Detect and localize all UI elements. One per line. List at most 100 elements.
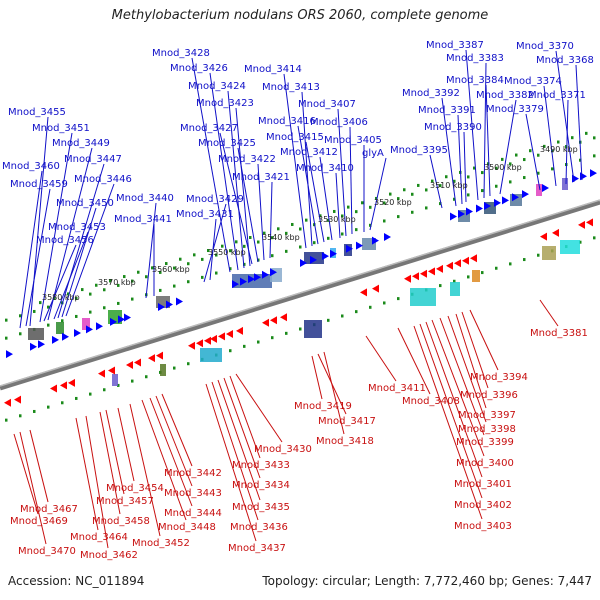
- tick-dot: [257, 240, 260, 244]
- tick-dot: [523, 258, 526, 262]
- bottom-gene-label: Mnod_3417: [318, 416, 376, 427]
- bottom-leader-line: [311, 355, 323, 400]
- top-gene-label: Mnod_3453: [48, 222, 106, 233]
- tick-dot: [19, 314, 22, 318]
- top-leader-lines: [19, 49, 583, 329]
- reverse-gene-arrow: [412, 272, 419, 281]
- accession-text: Accession: NC_011894: [8, 574, 145, 588]
- top-leader-line: [269, 181, 273, 259]
- forward-gene-arrow: [466, 207, 473, 216]
- tick-dot: [187, 362, 190, 366]
- top-leader-line: [145, 202, 157, 299]
- tick-dot: [201, 275, 204, 279]
- top-gene-label: Mnod_3384: [446, 75, 504, 86]
- top-gene-label: Mnod_3383: [446, 53, 504, 64]
- tick-dot: [383, 219, 386, 223]
- feature-block: [304, 252, 324, 264]
- top-gene-label: glyA: [362, 148, 384, 159]
- genome-title: Methylobacterium nodulans ORS 2060, comp…: [111, 8, 489, 23]
- tick-dot: [5, 318, 8, 322]
- forward-gene-arrow: [254, 273, 261, 282]
- reverse-gene-arrow: [446, 261, 453, 270]
- top-leader-line: [25, 188, 51, 327]
- reverse-gene-arrow: [420, 269, 427, 278]
- feature-block: [472, 270, 480, 282]
- tick-dot: [173, 366, 176, 370]
- bottom-leader-line: [223, 377, 261, 479]
- tick-dot: [263, 231, 266, 235]
- reverse-gene-arrow: [148, 354, 155, 363]
- bottom-leader-line: [13, 433, 39, 515]
- tick-dot: [187, 262, 190, 266]
- tick-dot: [313, 241, 316, 245]
- forward-gene-arrow: [158, 303, 165, 312]
- scale-labels: 3490 kbp 3500 kbp 3510 kbp 3520 kbp 3530 kbp…: [42, 145, 578, 302]
- bottom-gene-label: Mnod_3419: [294, 401, 352, 412]
- bottom-gene-label: Mnod_3403: [454, 521, 512, 532]
- tick-dot: [565, 145, 568, 149]
- top-gene-label: Mnod_3382: [476, 90, 534, 101]
- tick-dot: [89, 310, 92, 314]
- bottom-gene-label: Mnod_3469: [10, 516, 68, 527]
- forward-gene-arrow: [330, 249, 337, 258]
- reverse-gene-arrow: [98, 369, 105, 378]
- top-leader-line: [429, 154, 443, 209]
- top-leader-line: [19, 170, 43, 329]
- tick-dot: [75, 314, 78, 318]
- tick-dot: [103, 306, 106, 310]
- forward-gene-arrow: [270, 268, 277, 277]
- reverse-gene-arrow: [262, 318, 269, 327]
- tick-dot: [439, 184, 442, 188]
- tick-dot: [509, 180, 512, 184]
- tick-dot: [397, 297, 400, 301]
- top-leader-line: [457, 114, 463, 205]
- top-gene-label: Mnod_3392: [402, 88, 460, 99]
- forward-gene-arrow: [74, 329, 81, 338]
- tick-dot: [327, 218, 330, 222]
- reverse-gene-arrow: [428, 267, 435, 276]
- scale-label: 3530 kbp: [318, 215, 356, 224]
- tick-dot: [285, 231, 288, 235]
- top-leader-line: [349, 126, 353, 235]
- top-gene-label: Mnod_3428: [152, 48, 210, 59]
- tick-dot: [271, 336, 274, 340]
- tick-dot: [187, 280, 190, 284]
- top-leader-line: [237, 147, 259, 263]
- forward-gene-arrow: [62, 332, 69, 341]
- reverse-gene-arrow: [218, 332, 225, 341]
- tick-dot: [75, 396, 78, 400]
- top-leader-line: [335, 172, 341, 239]
- top-gene-label: Mnod_3460: [2, 161, 60, 172]
- reverse-gene-arrow: [126, 360, 133, 369]
- bottom-leader-line: [141, 399, 187, 521]
- bottom-gene-label: Mnod_3443: [164, 488, 222, 499]
- tick-dot: [341, 214, 344, 218]
- tick-dot: [243, 262, 246, 266]
- top-gene-label: Mnod_3387: [426, 40, 484, 51]
- tick-dot: [445, 175, 448, 179]
- forward-gene-arrow: [6, 350, 13, 359]
- tick-dot: [215, 253, 218, 257]
- top-leader-line: [65, 183, 115, 317]
- top-gene-label: Mnod_3412: [280, 147, 338, 158]
- tick-dot: [33, 309, 36, 313]
- reverse-gene-arrow: [4, 398, 11, 407]
- top-gene-label: Mnod_3405: [324, 135, 382, 146]
- top-gene-label: Mnod_3440: [116, 193, 174, 204]
- tick-dot: [257, 340, 260, 344]
- top-gene-label: Mnod_3414: [244, 64, 302, 75]
- top-gene-label: Mnod_3426: [170, 63, 228, 74]
- top-gene-label: Mnod_3415: [266, 132, 324, 143]
- forward-gene-arrow: [502, 196, 509, 205]
- reverse-gene-arrow: [552, 228, 559, 237]
- reverse-gene-arrow: [236, 326, 243, 335]
- feature-block: [28, 328, 44, 340]
- tick-dot: [47, 405, 50, 409]
- bottom-gene-label: Mnod_3402: [454, 500, 512, 511]
- reverse-gene-arrow: [360, 288, 367, 297]
- tick-dot: [453, 197, 456, 201]
- top-leader-line: [257, 163, 265, 261]
- tick-dot: [67, 292, 70, 296]
- bottom-leader-line: [431, 319, 485, 457]
- top-gene-label: Mnod_3391: [418, 105, 476, 116]
